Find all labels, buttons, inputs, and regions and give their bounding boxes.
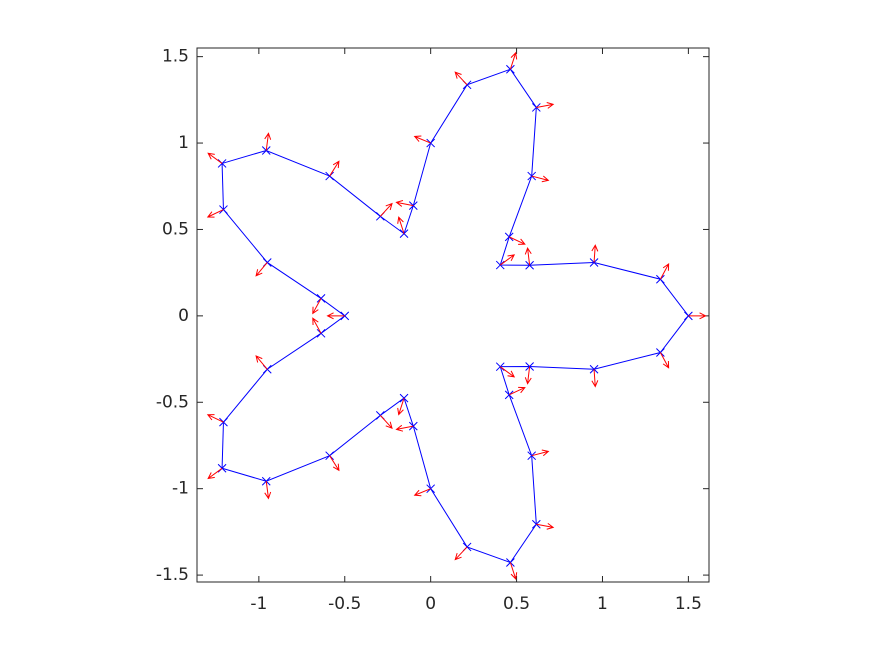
normal-arrow <box>397 397 405 416</box>
normal-arrow <box>659 263 670 280</box>
point-marker <box>219 417 228 427</box>
normal-arrow <box>591 369 599 388</box>
normal-arrow <box>508 236 526 245</box>
normal-arrow <box>454 71 468 86</box>
point-marker <box>217 159 227 168</box>
normal-arrow <box>659 352 670 369</box>
normal-arrow <box>688 312 707 320</box>
x-tick-label: -0.5 <box>328 594 361 614</box>
point-marker <box>495 260 505 270</box>
normal-arrow <box>536 101 555 109</box>
normal-arrow <box>379 202 393 217</box>
y-tick-label: 0 <box>178 306 189 326</box>
normal-arrow <box>312 317 322 334</box>
normal-arrow <box>499 254 516 266</box>
normal-arrow <box>509 51 518 70</box>
normal-arrow <box>395 200 414 207</box>
normal-arrow <box>531 449 550 457</box>
normal-arrow <box>264 132 272 151</box>
point-marker <box>217 463 227 473</box>
normal-arrow <box>536 522 555 530</box>
normal-arrow <box>206 414 224 423</box>
point-marker <box>495 362 505 372</box>
normal-arrow <box>509 562 518 580</box>
normal-arrow <box>312 298 322 315</box>
point-marker <box>527 171 537 181</box>
x-tick-label: 1 <box>597 594 608 614</box>
normal-arrow <box>524 247 532 266</box>
y-tick-label: -1.5 <box>156 565 189 585</box>
normal-arrow <box>591 244 599 263</box>
normal-arrow <box>397 216 405 234</box>
x-tick-label: 0 <box>425 594 436 614</box>
y-tick-label: 1.5 <box>162 47 189 67</box>
normal-arrow <box>207 467 223 480</box>
point-marker <box>261 146 271 155</box>
normal-arrow <box>329 160 340 177</box>
normal-arrow <box>326 312 345 320</box>
normal-arrow <box>508 386 526 396</box>
normal-arrow <box>264 481 272 500</box>
point-marker <box>399 393 409 403</box>
normal-arrow <box>207 152 223 164</box>
point-marker <box>589 364 599 374</box>
normal-arrow <box>255 355 268 370</box>
plot-area <box>196 47 710 583</box>
normal-arrow <box>329 455 340 472</box>
normal-arrow <box>413 135 431 144</box>
normal-arrow <box>379 415 393 430</box>
normal-arrow <box>499 366 516 378</box>
point-marker <box>399 229 409 238</box>
normal-arrow <box>531 175 550 183</box>
normal-arrow <box>413 488 431 497</box>
y-tick-label: 1 <box>178 133 189 153</box>
x-tick-label: -1 <box>250 594 267 614</box>
normal-arrow <box>255 262 268 277</box>
x-tick-label: 0.5 <box>503 594 530 614</box>
x-tick-label: 1.5 <box>675 594 702 614</box>
point-marker <box>506 64 515 74</box>
normal-arrow <box>454 546 468 561</box>
point-marker <box>656 348 665 357</box>
normal-arrow <box>395 424 414 432</box>
point-marker <box>525 362 534 371</box>
normal-arrow <box>524 366 532 385</box>
y-tick-label: -1 <box>172 479 189 499</box>
normal-arrow <box>206 209 224 218</box>
y-tick-label: -0.5 <box>156 392 189 412</box>
y-tick-label: 0.5 <box>162 219 189 239</box>
